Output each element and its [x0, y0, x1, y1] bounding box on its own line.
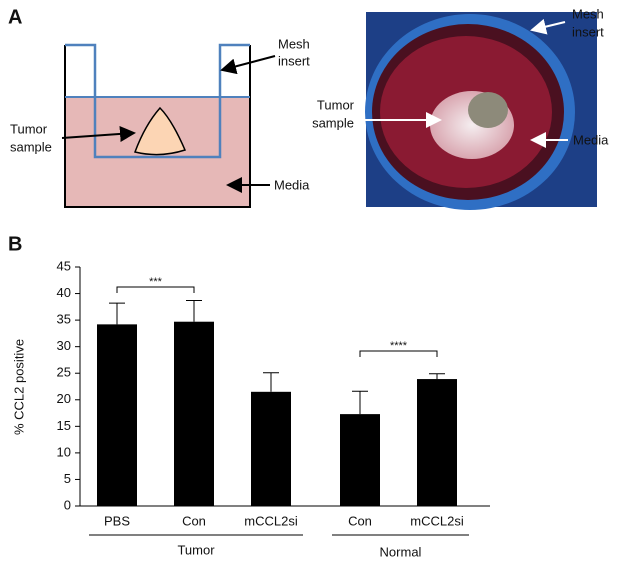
well — [64, 45, 251, 208]
significance-label: **** — [390, 340, 408, 352]
y-tick-label: 45 — [57, 258, 71, 273]
x-tick-label: Con — [182, 513, 206, 528]
significance-label: *** — [149, 276, 163, 288]
error-bar — [429, 373, 445, 380]
bar — [174, 321, 214, 506]
y-tick-label: 35 — [57, 312, 71, 327]
label: insert — [278, 53, 310, 68]
y-tick-label: 15 — [57, 418, 71, 433]
panel-label: A — [8, 6, 22, 28]
panel-label: B — [8, 233, 22, 255]
label: sample — [10, 139, 52, 154]
group-label: Normal — [380, 544, 422, 559]
significance-bracket — [359, 350, 438, 357]
tumor — [134, 106, 187, 156]
group-label: Tumor — [177, 542, 215, 557]
y-tick-label: 25 — [57, 365, 71, 380]
label: Mesh — [572, 6, 604, 21]
label: Tumor — [317, 97, 355, 112]
arrow — [61, 125, 136, 142]
arrow — [220, 55, 276, 75]
bar — [97, 324, 137, 506]
error-bar — [263, 372, 279, 392]
y-tick-label: 30 — [57, 338, 71, 353]
label: Tumor — [10, 121, 48, 136]
label: insert — [572, 24, 604, 39]
y-tick-label: 5 — [64, 471, 71, 486]
bar — [251, 391, 291, 506]
arrow — [530, 18, 566, 35]
y-tick-label: 10 — [57, 444, 71, 459]
bar — [340, 414, 380, 506]
y-tick-label: 0 — [64, 497, 71, 512]
label: Media — [274, 177, 310, 192]
label: Mesh — [278, 36, 310, 51]
mesh-insert — [65, 43, 250, 159]
x-tick-label: PBS — [104, 513, 130, 528]
label: sample — [312, 115, 354, 130]
label: Media — [573, 132, 609, 147]
y-tick-label: 40 — [57, 285, 71, 300]
photo-tumor — [468, 92, 508, 128]
significance-bracket — [116, 286, 195, 293]
x-tick-label: mCCL2si — [410, 513, 464, 528]
x-tick-label: mCCL2si — [244, 513, 298, 528]
error-bar — [352, 390, 368, 415]
y-tick-label: 20 — [57, 391, 71, 406]
bar — [417, 379, 457, 506]
x-tick-label: Con — [348, 513, 372, 528]
y-axis-title: % CCL2 positive — [11, 339, 26, 435]
error-bar — [109, 302, 125, 325]
error-bar — [186, 299, 202, 322]
